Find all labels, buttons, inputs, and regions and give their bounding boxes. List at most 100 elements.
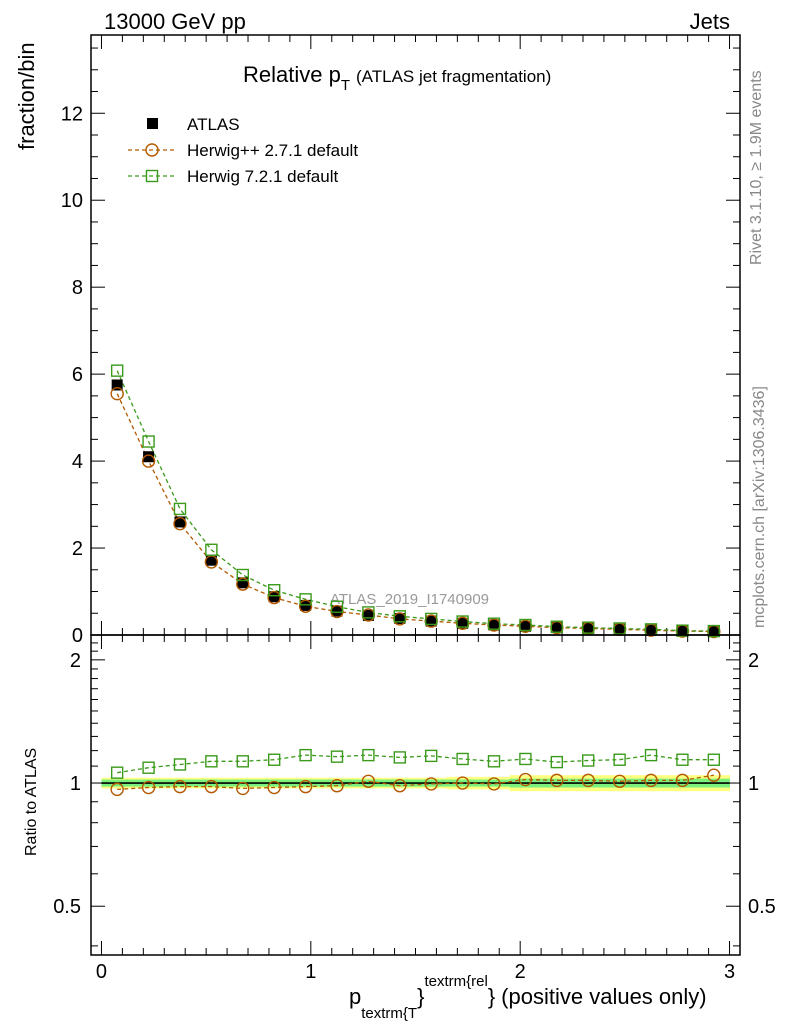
ratio-point-circle	[204, 779, 219, 794]
ratio-ytick-label-right: 1	[748, 773, 759, 795]
main-point-square	[425, 612, 438, 626]
main-point-square	[550, 620, 564, 633]
ratio-point-square	[362, 748, 375, 762]
main-ytick-label: 10	[61, 190, 83, 212]
ratio-point-square	[173, 758, 187, 771]
main-point-square	[519, 618, 532, 632]
ratio-point-square	[550, 755, 564, 769]
ratio-point-square	[456, 752, 469, 766]
main-point-data	[488, 619, 500, 631]
main-point-data	[582, 622, 594, 634]
ratio-point-circle	[455, 776, 470, 790]
ratio-point-square	[393, 751, 406, 764]
ratio-frame	[90, 634, 741, 956]
xlabel-sub: textrm{T	[361, 1005, 417, 1022]
ratio-point-square	[330, 750, 344, 763]
legend: ATLAS Herwig++ 2.7.1 default Herwig 7.2.…	[128, 115, 358, 186]
legend-marker-atlas	[147, 118, 158, 129]
main-point-circle	[173, 516, 187, 531]
main-point-data	[551, 622, 563, 634]
xlabel-brace1: }	[417, 984, 424, 1009]
main-ytick-label: 6	[72, 364, 83, 386]
legend-label-atlas: ATLAS	[187, 115, 240, 134]
ratio-xtick-label: 2	[515, 961, 526, 983]
main-point-data	[457, 617, 469, 629]
ratio-point-circle	[675, 773, 690, 788]
main-point-square	[393, 610, 406, 623]
main-point-circle	[298, 599, 313, 614]
main-point-square	[676, 624, 689, 637]
main-panel: 0 2 4 6 8 10 12 fraction/bin Relative pT (ATLAS…	[14, 34, 741, 647]
ratio-xtick-label: 0	[96, 961, 107, 983]
ratio-line-circle	[117, 774, 714, 791]
main-point-data	[394, 612, 406, 624]
main-point-square	[142, 435, 155, 448]
analysis-watermark: ATLAS_2019_I1740909	[330, 591, 489, 608]
ratio-point-circle	[267, 780, 281, 795]
main-title: Relative pT (ATLAS jet fragmentation)	[243, 62, 551, 94]
ratio-line-square	[117, 754, 714, 774]
main-axes: 0 2 4 6 8 10 12	[61, 35, 740, 647]
header-energy: 13000 GeV pp	[104, 9, 246, 34]
ratio-xlabel: ptextrm{T}textrm{rel} (positive values on…	[349, 973, 707, 1022]
main-point-square	[487, 617, 501, 630]
ratio-point-square	[110, 766, 124, 779]
xlabel-rest: (positive values only)	[501, 984, 706, 1009]
legend-marker-herwigpp	[145, 143, 159, 157]
main-point-circle	[110, 386, 124, 401]
ratio-point-square	[644, 748, 658, 762]
ratio-point-circle	[173, 779, 187, 794]
main-ytick-label: 0	[72, 625, 83, 647]
ratio-point-square	[142, 761, 155, 774]
ratio-ylabel: Ratio to ATLAS	[23, 748, 40, 856]
main-point-square	[582, 621, 595, 634]
main-point-data	[425, 615, 437, 627]
ratio-point-circle	[393, 779, 407, 793]
main-point-data	[331, 605, 343, 617]
ratio-ytick-label-right: 2	[748, 650, 759, 672]
rivet-version-label: Rivet 3.1.10, ≥ 1.9M events	[748, 70, 765, 265]
main-series	[110, 364, 721, 639]
ratio-point-square	[582, 754, 595, 767]
main-point-data	[111, 379, 123, 391]
ratio-point-square	[236, 755, 249, 768]
main-ytick-label: 12	[61, 103, 83, 125]
main-ytick-label: 2	[72, 538, 83, 560]
main-line-circle	[116, 393, 714, 633]
ratio-uncertainty-band	[101, 775, 731, 792]
xlabel-brace2: }	[488, 984, 495, 1009]
main-point-square	[362, 606, 375, 619]
ratio-point-circle	[330, 779, 344, 793]
main-point-square	[456, 615, 469, 628]
main-point-square	[613, 622, 626, 635]
main-point-square	[299, 593, 312, 606]
ratio-point-square	[676, 753, 689, 766]
main-point-circle	[141, 454, 156, 468]
main-point-circle	[267, 590, 281, 605]
ratio-point-circle	[141, 780, 156, 795]
main-ytick-label: 8	[72, 277, 83, 299]
ratio-ytick-label: 1	[70, 773, 81, 795]
main-point-square	[173, 502, 187, 516]
ratio-point-square	[613, 753, 626, 766]
main-point-square	[205, 543, 218, 556]
ratio-point-square	[205, 755, 218, 768]
xlabel-sup: textrm{rel	[424, 973, 487, 990]
legend-label-herwig7: Herwig 7.2.1 default	[187, 167, 338, 186]
main-point-data	[268, 591, 280, 603]
ratio-point-circle	[487, 777, 501, 791]
main-point-data	[205, 554, 217, 566]
ratio-point-square	[707, 753, 721, 766]
main-title-main: Relative p	[243, 62, 341, 87]
main-point-data	[614, 623, 626, 635]
ratio-panel: 0.5 0.5 1 1 2 2 0 1 2 3 Ratio to ATLAS ptextrm{T}…	[23, 634, 776, 1022]
legend-marker-herwig7	[145, 169, 159, 183]
main-point-data	[174, 516, 186, 528]
main-point-square	[267, 584, 281, 597]
ratio-point-circle	[581, 773, 595, 788]
main-point-circle	[236, 577, 250, 591]
ratio-point-circle	[612, 774, 627, 788]
ratio-xtick-label: 1	[305, 961, 316, 983]
main-point-square	[236, 568, 249, 582]
ratio-xtick-label: 3	[724, 961, 735, 983]
